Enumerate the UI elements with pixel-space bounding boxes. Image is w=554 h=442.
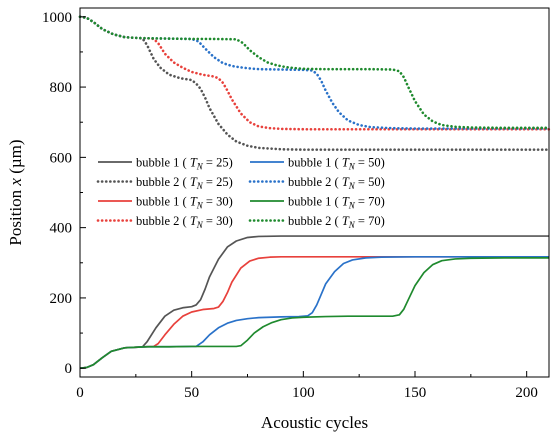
- x-tick-label: 150: [404, 385, 427, 401]
- series-line-4: [78, 15, 551, 131]
- y-axis-title: Position x (µm): [6, 139, 25, 245]
- x-tick-label: 0: [76, 385, 84, 401]
- legend-label-5: bubble 1 ( TN = 50): [288, 156, 385, 172]
- series-layer: [78, 15, 551, 370]
- y-tick-label: 200: [50, 291, 73, 307]
- series-line-5: [79, 255, 549, 370]
- axes: 0 50 100 150 200 0 200 400 600 800 1000: [42, 10, 538, 401]
- series-line-1: [79, 235, 549, 370]
- legend-label-2: bubble 2 ( TN = 25): [136, 175, 233, 191]
- y-tick-label: 400: [50, 221, 73, 237]
- legend-label-1: bubble 1 ( TN = 25): [136, 156, 233, 172]
- y-title-prefix: Position: [6, 186, 25, 246]
- legend: bubble 1 ( TN = 25) bubble 2 ( TN = 25) bu…: [96, 156, 385, 230]
- legend-label-7: bubble 1 ( TN = 70): [288, 195, 385, 211]
- legend-label-3: bubble 1 ( TN = 30): [136, 195, 233, 211]
- y-tick-label: 1000: [42, 10, 72, 26]
- series-line-3: [79, 255, 549, 370]
- y-title-suffix: (µm): [6, 139, 25, 178]
- series-line-6: [78, 15, 551, 130]
- legend-label-4: bubble 2 ( TN = 30): [136, 214, 233, 230]
- series-line-8: [78, 15, 551, 130]
- x-tick-label: 100: [292, 385, 315, 401]
- y-title-variable: x: [6, 178, 25, 187]
- plot-frame: [79, 7, 550, 378]
- series-line-7: [79, 257, 549, 370]
- y-tick-label: 600: [50, 150, 73, 166]
- legend-label-8: bubble 2 ( TN = 70): [288, 214, 385, 230]
- x-tick-label: 50: [184, 385, 199, 401]
- legend-label-6: bubble 2 ( TN = 50): [288, 175, 385, 191]
- x-axis-title: Acoustic cycles: [261, 413, 368, 432]
- y-tick-label: 800: [50, 80, 73, 96]
- y-tick-label: 0: [65, 361, 73, 377]
- x-tick-label: 200: [515, 385, 538, 401]
